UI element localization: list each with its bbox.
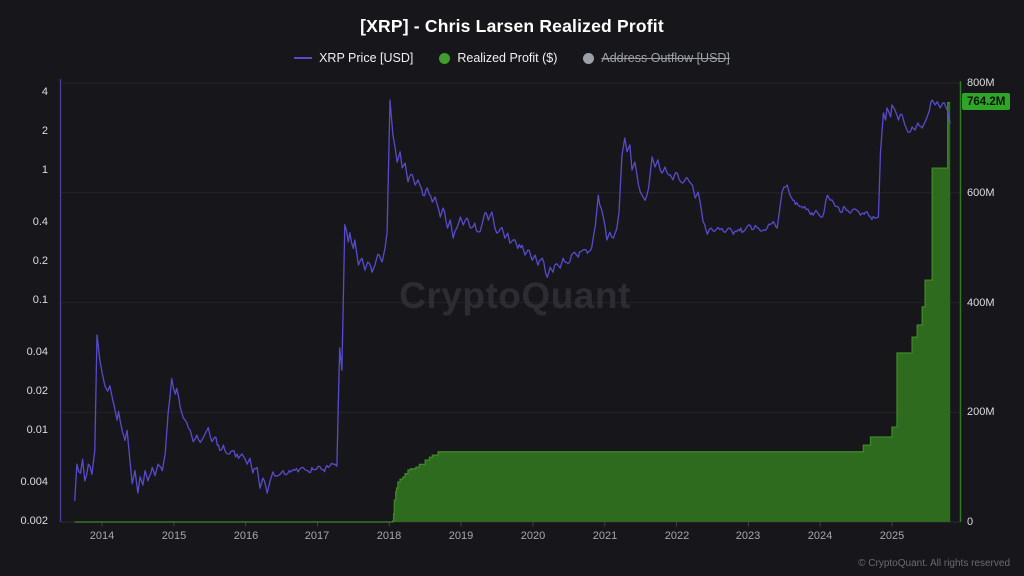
profit-axis-tick-label: 0 (967, 516, 974, 528)
profit-axis-tick-label: 800M (967, 77, 995, 89)
time-axis-tick-label: 2018 (376, 530, 402, 542)
legend-item-address-outflow[interactable]: Address Outflow [USD] (583, 51, 730, 65)
price-axis-tick-label: 0.2 (32, 255, 48, 267)
time-axis-tick-label: 2019 (448, 530, 474, 542)
copyright-notice: © CryptoQuant. All rights reserved (858, 558, 1010, 569)
last-value-badge: 764.2M (962, 93, 1011, 110)
profit-axis-tick-label: 400M (967, 297, 995, 309)
profit-axis-tick-label: 600M (967, 187, 995, 199)
profit-axis-tick-label: 200M (967, 406, 995, 418)
time-axis-tick-label: 2014 (89, 530, 115, 542)
legend-label-xrp-price: XRP Price [USD] (319, 51, 414, 65)
chart-title: [XRP] - Chris Larsen Realized Profit (360, 16, 664, 36)
legend-label-address-outflow: Address Outflow [USD] (601, 51, 730, 65)
price-axis-tick-label: 2 (41, 125, 48, 137)
time-axis-tick-label: 2025 (879, 530, 905, 542)
price-axis-tick-label: 1 (41, 164, 48, 176)
price-axis-tick-label: 0.002 (20, 515, 48, 527)
price-axis-tick-label: 0.1 (32, 294, 48, 306)
price-axis-tick-label: 4 (41, 86, 48, 98)
line-swatch-icon (294, 57, 313, 59)
circle-swatch-icon (583, 52, 595, 64)
time-axis-tick-label: 2015 (161, 530, 187, 542)
time-axis-tick-label: 2020 (520, 530, 546, 542)
time-axis-tick-label: 2017 (304, 530, 330, 542)
price-axis-tick-label: 0.004 (20, 476, 48, 488)
legend-item-xrp-price[interactable]: XRP Price [USD] (294, 51, 413, 65)
price-axis-tick-label: 0.01 (26, 424, 48, 436)
legend-label-realized-profit: Realized Profit ($) (457, 51, 558, 65)
price-axis-tick-label: 0.4 (32, 216, 48, 228)
time-axis-tick-label: 2016 (233, 530, 259, 542)
legend: XRP Price [USD] Realized Profit ($) Addr… (0, 49, 1024, 67)
time-axis-tick-label: 2021 (592, 530, 618, 542)
price-axis-tick-label: 0.02 (26, 385, 48, 397)
circle-swatch-icon (439, 52, 451, 64)
legend-item-realized-profit[interactable]: Realized Profit ($) (439, 51, 557, 65)
time-axis-tick-label: 2024 (807, 530, 833, 542)
price-axis-tick-label: 0.04 (26, 346, 48, 358)
time-axis-tick-label: 2022 (664, 530, 690, 542)
time-axis-tick-label: 2023 (735, 530, 761, 542)
